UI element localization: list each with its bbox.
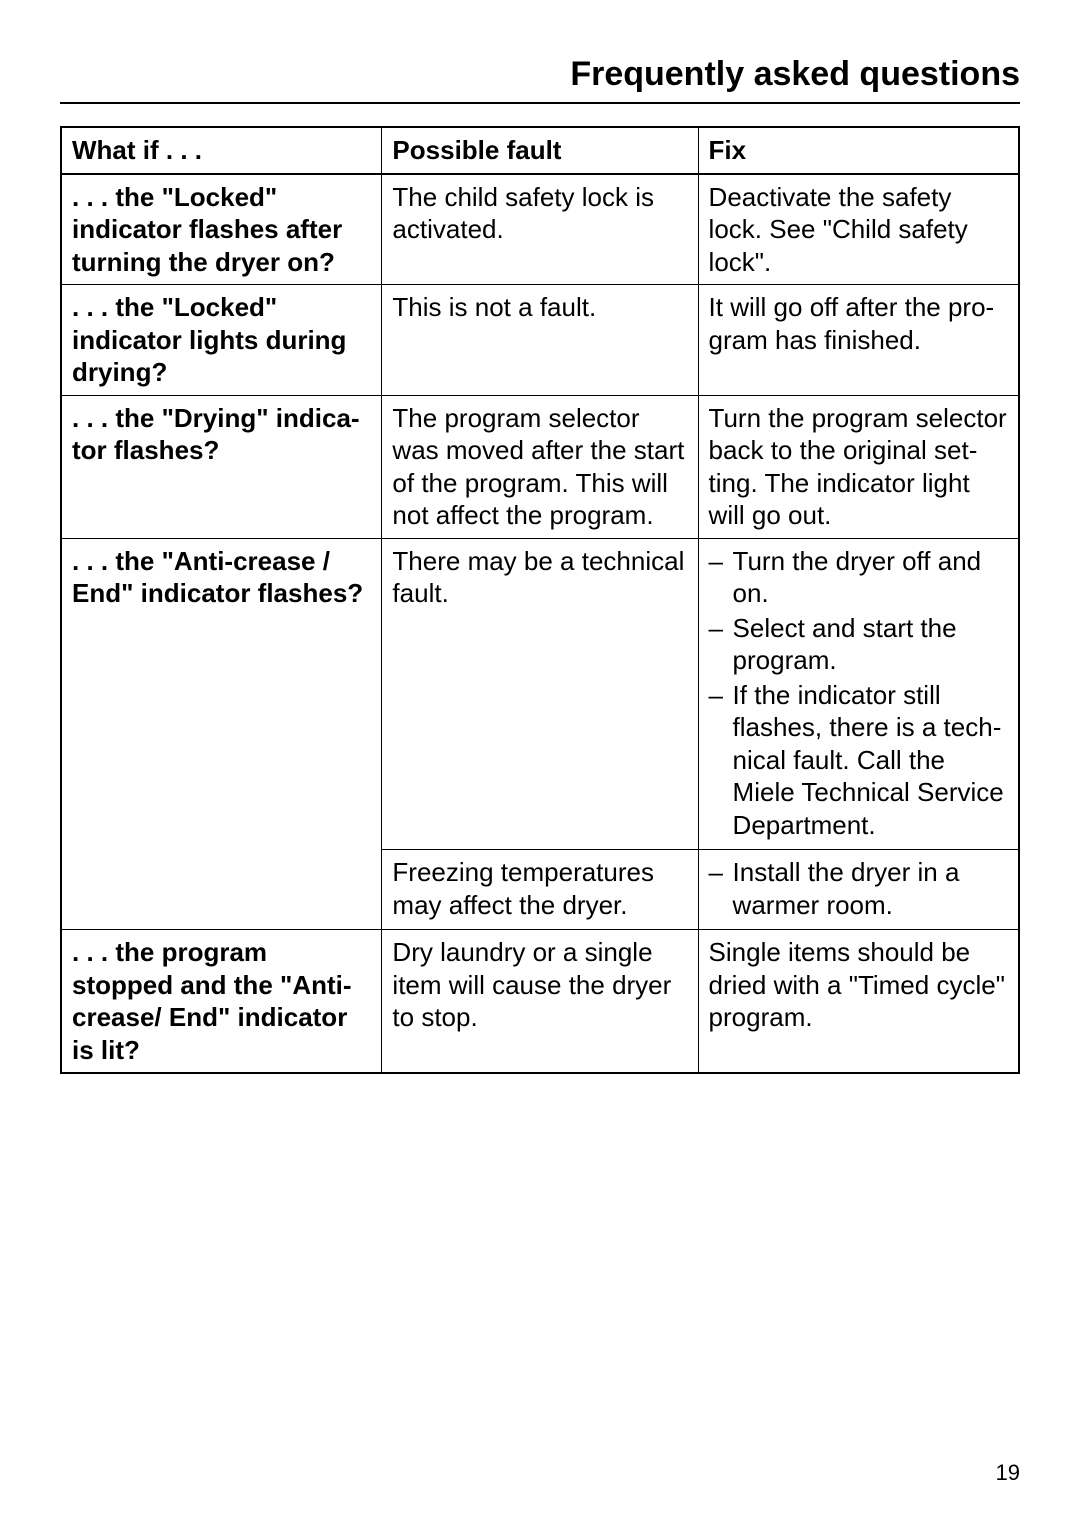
table-row: . . . the "Locked" indicator flashes aft… bbox=[61, 174, 1019, 285]
header-fix: Fix bbox=[698, 127, 1019, 174]
fix-list: Turn the dryer off and on. Select and st… bbox=[709, 545, 1008, 842]
table-row: . . . the program stopped and the "Anti-… bbox=[61, 930, 1019, 1074]
fix-list-item: Select and start the program. bbox=[709, 612, 1008, 677]
cell-fault: The child safety lock is activated. bbox=[382, 174, 698, 285]
fix-list: Install the dryer in a warmer room. bbox=[709, 856, 1008, 921]
fix-list-item: If the indicator still flashes, there is… bbox=[709, 679, 1008, 842]
table-row: . . . the "Drying" indica­tor flashes? T… bbox=[61, 395, 1019, 538]
table-row: . . . the "Locked" indicator lights duri… bbox=[61, 285, 1019, 396]
faq-table: What if . . . Possible fault Fix . . . t… bbox=[60, 126, 1020, 1074]
cell-fault: Freezing temperatures may affect the dry… bbox=[382, 850, 698, 930]
title-underline bbox=[60, 102, 1020, 104]
cell-whatif: . . . the "Locked" indicator flashes aft… bbox=[61, 174, 382, 285]
page-number: 19 bbox=[996, 1460, 1020, 1486]
cell-whatif: . . . the "Locked" indicator lights duri… bbox=[61, 285, 382, 396]
table-header-row: What if . . . Possible fault Fix bbox=[61, 127, 1019, 174]
cell-fix: Turn the program selector back to the or… bbox=[698, 395, 1019, 538]
cell-fault: Dry laundry or a single item will cause … bbox=[382, 930, 698, 1074]
cell-fix: Deactivate the safety lock. See "Child s… bbox=[698, 174, 1019, 285]
fix-list-item: Install the dryer in a warmer room. bbox=[709, 856, 1008, 921]
table-row: . . . the "Anti-crease / End" indicator … bbox=[61, 538, 1019, 850]
cell-whatif: . . . the program stopped and the "Anti-… bbox=[61, 930, 382, 1074]
header-whatif: What if . . . bbox=[61, 127, 382, 174]
cell-fault: There may be a technical fault. bbox=[382, 538, 698, 850]
cell-fix: Single items should be dried with a "Tim… bbox=[698, 930, 1019, 1074]
cell-fix: Install the dryer in a warmer room. bbox=[698, 850, 1019, 930]
page-title: Frequently asked questions bbox=[60, 55, 1020, 94]
cell-fault: The program selector was moved after the… bbox=[382, 395, 698, 538]
cell-whatif: . . . the "Anti-crease / End" indicator … bbox=[61, 538, 382, 930]
page-container: Frequently asked questions What if . . .… bbox=[0, 0, 1080, 1074]
fix-list-item: Turn the dryer off and on. bbox=[709, 545, 1008, 610]
header-fault: Possible fault bbox=[382, 127, 698, 174]
cell-fault: This is not a fault. bbox=[382, 285, 698, 396]
cell-whatif: . . . the "Drying" indica­tor flashes? bbox=[61, 395, 382, 538]
cell-fix: It will go off after the pro­gram has fi… bbox=[698, 285, 1019, 396]
cell-fix: Turn the dryer off and on. Select and st… bbox=[698, 538, 1019, 850]
